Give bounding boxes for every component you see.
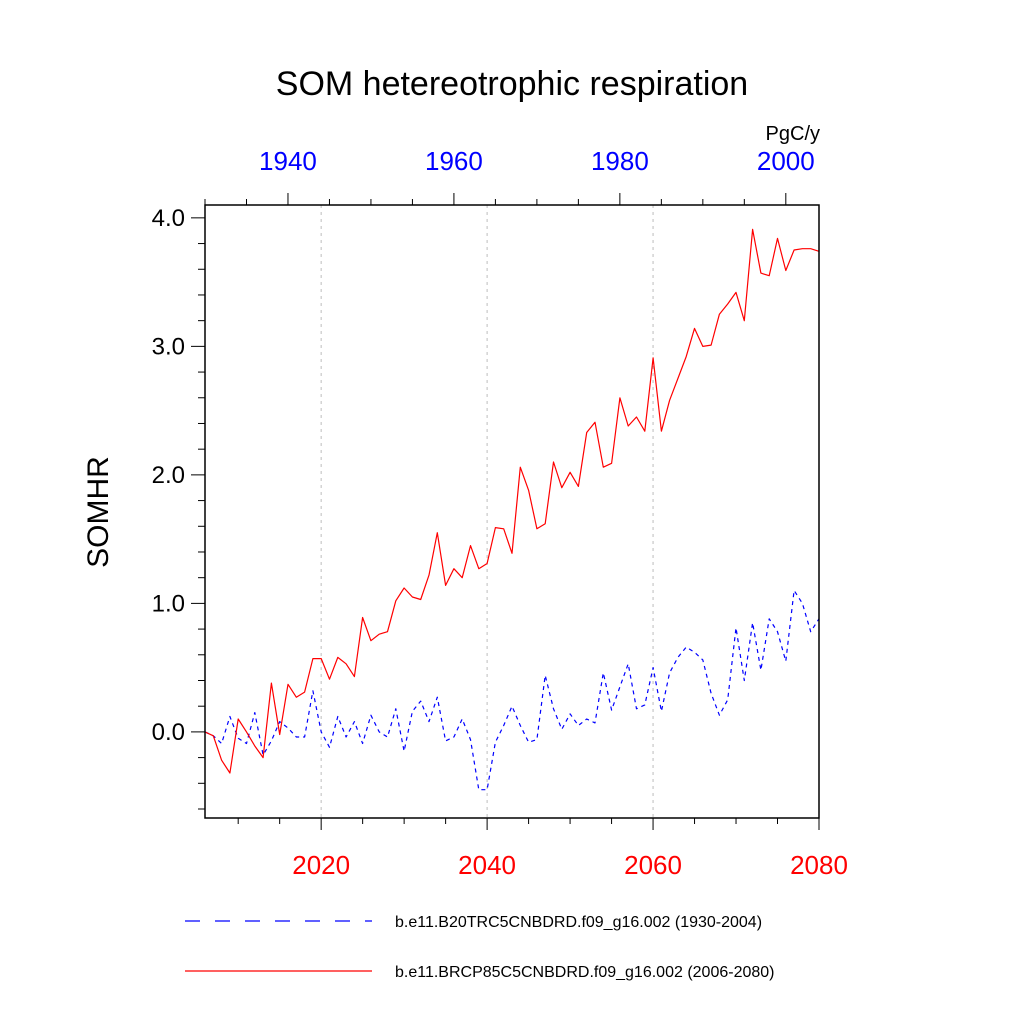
x-bottom-tick-label: 2080: [790, 850, 848, 880]
y-tick-label: 1.0: [152, 590, 185, 617]
x-bottom-tick-label: 2060: [624, 850, 682, 880]
grid-lines: [320, 205, 654, 818]
x-top-tick-label: 1980: [591, 146, 649, 176]
x-bottom-tick-label: 2020: [292, 850, 350, 880]
units-label: PgC/y: [766, 123, 820, 145]
x-top-tick-label: 2000: [757, 146, 815, 176]
x-bottom-tick-label: 2040: [458, 850, 516, 880]
y-tick-label: 2.0: [152, 462, 185, 489]
series-lines: [204, 228, 820, 791]
legend-label: b.e11.BRCP85C5CNBDRD.f09_g16.002 (2006-2…: [395, 964, 774, 981]
plot-frame: [204, 204, 820, 819]
axis-ticks: [191, 193, 820, 830]
x-top-tick-label: 1960: [425, 146, 483, 176]
x-top-tick-label: 1940: [259, 146, 317, 176]
tick-labels: 0.0 1.0 2.0 3.0 4.0 2020 2040 2060 2080 1940 1960 1…: [152, 146, 848, 880]
chart-title: SOM hetereotrophic respiration: [276, 65, 748, 103]
y-tick-label: 0.0: [152, 719, 185, 746]
y-tick-label: 3.0: [152, 333, 185, 360]
y-axis-label: SOMHR: [82, 456, 115, 568]
legend: b.e11.B20TRC5CNBDRD.f09_g16.002 (1930-20…: [185, 914, 774, 981]
y-tick-label: 4.0: [152, 205, 185, 232]
series-line-2: [204, 228, 820, 774]
legend-label: b.e11.B20TRC5CNBDRD.f09_g16.002 (1930-20…: [395, 914, 762, 931]
series-line-1: [204, 589, 820, 791]
